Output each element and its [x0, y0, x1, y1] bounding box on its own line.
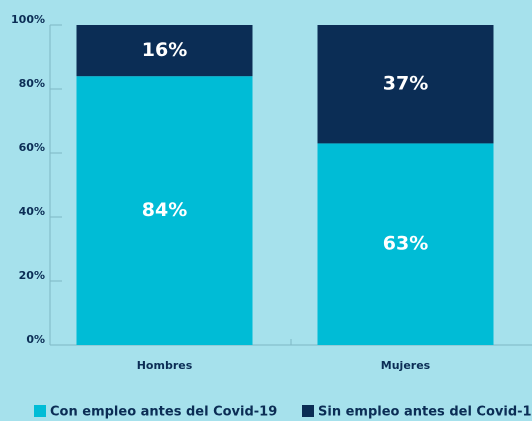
value-label: 16%	[142, 39, 187, 61]
value-label: 84%	[142, 199, 187, 221]
x-tick-label: Hombres	[137, 359, 193, 372]
y-tick-label: 60%	[19, 141, 45, 154]
value-label: 37%	[383, 73, 428, 95]
y-tick-label: 80%	[19, 77, 45, 90]
bar-segment	[76, 76, 253, 345]
bar-segment	[317, 25, 494, 144]
y-tick-label: 0%	[26, 333, 45, 346]
bar-segment	[76, 25, 253, 77]
bar-segment	[317, 143, 494, 345]
legend-label: Con empleo antes del Covid-19	[50, 405, 277, 420]
legend-swatch	[302, 405, 314, 417]
y-tick-label: 20%	[19, 269, 45, 282]
y-tick-label: 40%	[19, 205, 45, 218]
y-tick-label: 100%	[11, 13, 45, 26]
legend-swatch	[34, 405, 46, 417]
x-tick-label: Mujeres	[381, 359, 431, 372]
value-label: 63%	[383, 233, 428, 255]
legend-label: Sin empleo antes del Covid-19	[318, 405, 532, 420]
